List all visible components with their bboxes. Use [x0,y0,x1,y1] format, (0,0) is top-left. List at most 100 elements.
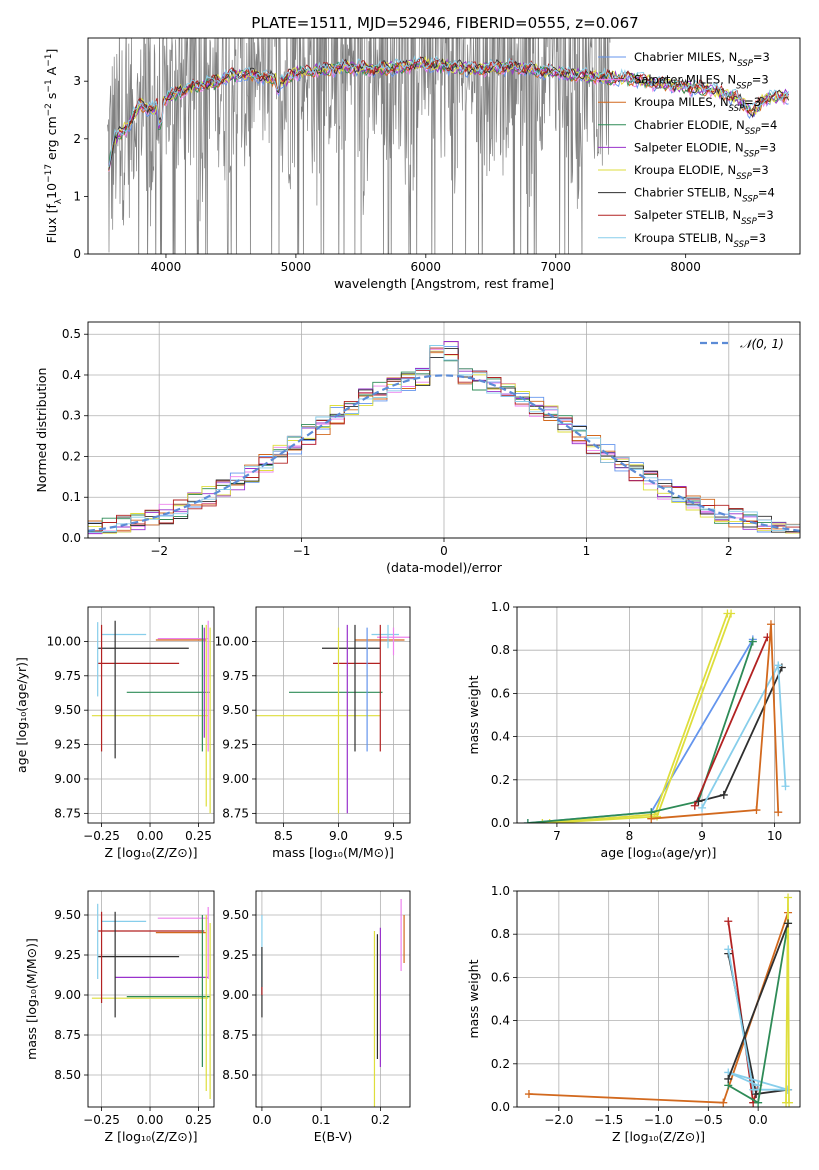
weight-marker [774,661,783,670]
weight-vs-age-panel: 7 8 9 10 0.0 0.2 0.4 0.6 0.8 1.0 age [log₁₀(age/yr… [466,600,801,860]
mass-vs-ebv-panel: 0.0 0.1 0.2 8.50 8.75 9.00 9.25 9.50 E(B-V) [222,890,411,1144]
weight-marker [724,1074,733,1083]
mass-vs-Z-xlabel: Z [log₁₀(Z/Z⊙)] [105,1129,198,1144]
age-vs-mass-xlabel: mass [log₁₀(M/M⊙)] [272,845,394,860]
weight-vs-Z-xtick-label: −1.0 [644,1113,673,1127]
mass-vs-ebv-ytick-label: 8.50 [222,1068,249,1082]
age-vs-mass-ytick-label: 9.25 [222,738,249,752]
mass-vs-Z-plot-area [91,903,211,1099]
weight-vs-age-ytick-label: 0.2 [491,773,510,787]
age-vs-Z-ytick-label: 8.75 [54,806,81,820]
age-vs-Z-panel: −0.25 0.00 0.25 8.75 9.00 9.25 9.50 9.75 10.00 Z … [14,606,215,860]
legend-label: Salpeter STELIB, NSSP=3 [634,208,774,227]
legend-label: Kroupa MILES, NSSP=3 [634,95,761,114]
weight-marker [766,620,775,629]
weight-vs-age-xtick-label: 9 [698,829,706,843]
weight-marker [690,801,699,810]
legend-label: Salpeter MILES, NSSP=3 [634,73,769,92]
residuals-xtick-label: −1 [293,544,311,558]
weight-vs-Z-ytick-label: 0.8 [491,927,510,941]
spectrum-ytick-label: 2 [73,132,81,146]
weight-vs-age-ytick-label: 0.8 [491,643,510,657]
weight-line [527,641,754,823]
residuals-ytick-label: 0.5 [62,327,81,341]
weight-line [549,613,732,823]
weight-vs-age-ytick-label: 1.0 [491,600,510,614]
residuals-ytick-label: 0.2 [62,449,81,463]
residuals-panel: −2 −1 0 1 2 0.0 0.1 0.2 0.3 0.4 0.5 (data-model)/er… [34,321,801,575]
spectrum-ytick-label: 3 [73,74,81,88]
weight-vs-Z-ytick-label: 0.6 [491,970,510,984]
weight-marker [784,919,793,928]
mass-vs-ebv-ytick-label: 8.75 [222,1028,249,1042]
weight-marker [784,893,793,902]
weight-vs-age-xtick-label: 7 [553,829,561,843]
spectrum-legend: Chabrier MILES, NSSP=3 Salpeter MILES, NS… [598,50,777,250]
weight-vs-age-ylabel: mass weight [466,675,481,754]
weight-line [698,667,783,803]
residuals-ytick-label: 0.4 [62,368,81,382]
spectrum-plot-area [107,38,790,254]
mass-vs-Z-ytick-label: 8.75 [54,1028,81,1042]
age-vs-Z-xtick-label: −0.25 [83,829,120,843]
observed-spectrum [107,38,611,254]
mass-vs-Z-ytick-label: 9.25 [54,948,81,962]
axes-frame [87,606,215,824]
mass-vs-Z-xtick-label: 0.25 [185,1113,212,1127]
weight-vs-age-ytick-label: 0.0 [491,816,510,830]
weight-vs-age-xtick-label: 8 [626,829,634,843]
axes-frame [255,606,411,824]
weight-vs-Z-panel: −2.0 −1.5 −1.0 −0.5 0.0 0.0 0.2 0.4 0.6 0.8 1.0 Z [… [466,884,801,1144]
mass-vs-Z-ytick-label: 9.00 [54,988,81,1002]
age-vs-mass-ytick-label: 9.50 [222,703,249,717]
age-vs-Z-ytick-label: 9.25 [54,738,81,752]
age-vs-mass-ytick-label: 9.00 [222,772,249,786]
weight-marker [727,609,736,618]
legend-label: Chabrier ELODIE, NSSP=4 [634,118,777,137]
spectrum-xtick-label: 7000 [540,260,571,274]
mass-vs-ebv-plot-area [261,899,405,1107]
age-vs-Z-ytick-label: 9.00 [54,772,81,786]
weight-marker [523,819,532,823]
residual-histogram [88,345,800,533]
axes-frame [255,890,411,1108]
age-vs-mass-xtick-label: 8.5 [274,829,293,843]
weight-marker [781,782,790,791]
mass-vs-ebv-ytick-label: 9.50 [222,908,249,922]
age-vs-mass-ytick-label: 10.00 [215,634,249,648]
mass-vs-Z-xtick-label: 0.00 [137,1113,164,1127]
residuals-xtick-label: 0 [440,544,448,558]
axes-frame [516,890,801,1108]
spectrum-xlabel: wavelength [Angstrom, rest frame] [334,276,554,291]
residuals-xtick-label: 2 [725,544,733,558]
weight-vs-Z-ytick-label: 0.0 [491,1100,510,1114]
age-vs-Z-ytick-label: 9.50 [54,703,81,717]
weight-marker [524,1090,533,1099]
axes-frame [87,321,801,539]
residuals-legend: 𝒩(0, 1) [700,337,784,351]
spectrum-title: PLATE=1511, MJD=52946, FIBERID=0555, z=0… [251,14,638,32]
weight-vs-Z-xtick-label: −2.0 [544,1113,573,1127]
axes-frame [87,37,801,255]
weight-vs-Z-ytick-label: 0.2 [491,1057,510,1071]
spectrum-xtick-label: 4000 [151,260,182,274]
weight-marker [698,803,707,812]
weight-marker [647,814,656,823]
residuals-xtick-label: −2 [150,544,168,558]
spectrum-xtick-label: 5000 [281,260,312,274]
weight-vs-Z-ytick-label: 1.0 [491,884,510,898]
legend-label: Kroupa STELIB, NSSP=3 [634,231,766,250]
residuals-xtick-label: 1 [583,544,591,558]
age-vs-Z-xtick-label: 0.00 [137,829,164,843]
weight-marker [694,797,703,806]
weight-vs-age-xlabel: age [log₁₀(age/yr)] [601,845,717,860]
legend-label: 𝒩(0, 1) [740,337,784,351]
mass-vs-Z-ytick-label: 9.50 [54,908,81,922]
spectrum-ytick-label: 0 [73,247,81,261]
weight-marker [785,1098,794,1107]
weight-vs-age-ytick-label: 0.6 [491,686,510,700]
age-vs-mass-xtick-label: 9.5 [384,829,403,843]
legend-label: Chabrier MILES, NSSP=3 [634,50,770,69]
weight-marker [752,806,761,815]
